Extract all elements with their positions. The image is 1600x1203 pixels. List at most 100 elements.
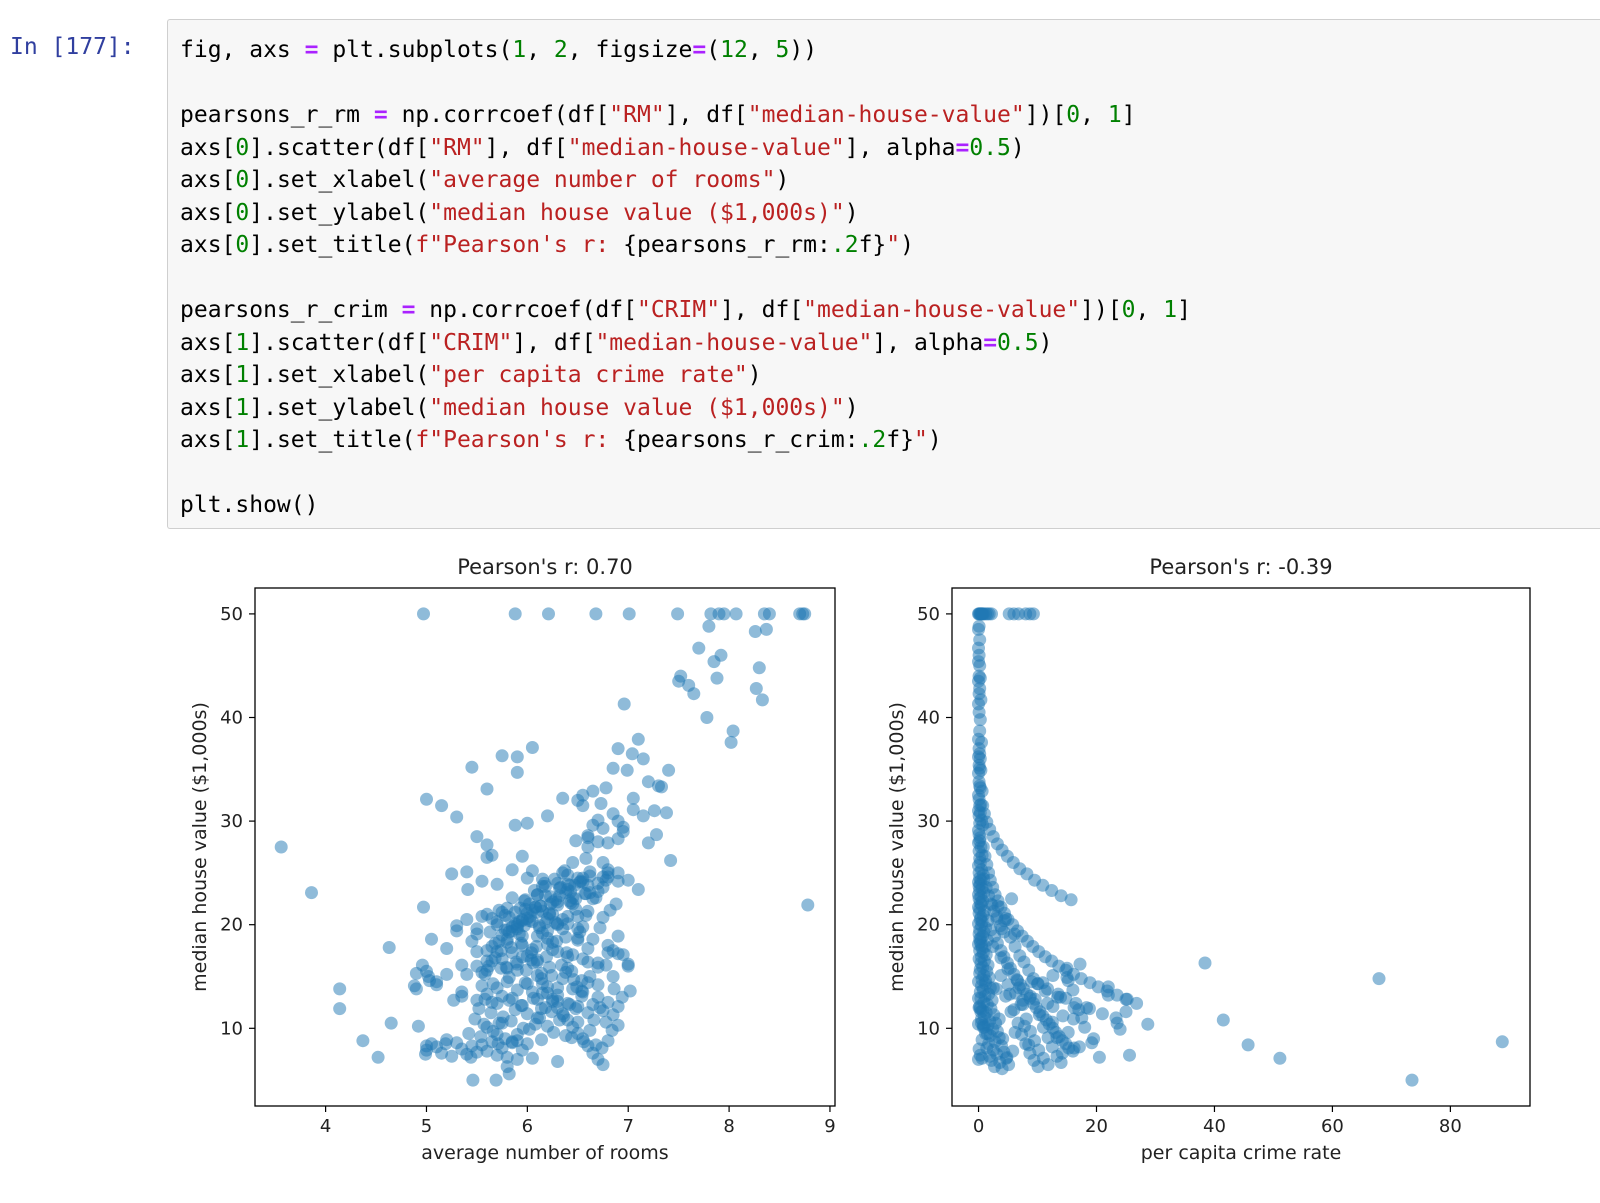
code-token: fig, axs	[180, 37, 305, 63]
chart1-point	[510, 1034, 524, 1048]
chart2-point	[1130, 996, 1144, 1010]
code-token: axs[	[180, 232, 236, 258]
chart1-point	[551, 898, 565, 912]
chart1-point	[495, 749, 509, 763]
chart2-point	[1109, 1011, 1123, 1025]
chart1-axes-frame	[254, 587, 836, 1107]
chart1-point	[530, 905, 544, 919]
chart1-point	[626, 791, 640, 805]
chart1-point	[660, 806, 673, 820]
chart1-point	[411, 1019, 425, 1033]
chart1-point	[382, 941, 396, 954]
code-token: plt.show()	[180, 492, 319, 518]
chart1-xlabel: average number of rooms	[421, 1142, 668, 1164]
chart1-point	[440, 942, 454, 955]
chart2-xtick-label: 0	[973, 1116, 984, 1137]
chart1-point	[609, 897, 623, 911]
chart1-point	[674, 669, 688, 683]
code-token: 1	[1163, 297, 1178, 323]
chart1-point	[621, 959, 635, 973]
chart1-point	[510, 963, 524, 977]
chart1-point	[569, 1002, 583, 1016]
chart1-point	[417, 900, 430, 914]
code-token: "median-house-value"	[803, 297, 1081, 323]
chart2-point	[1054, 889, 1068, 903]
chart2-xtick-label: 20	[1085, 1116, 1108, 1137]
code-token: {pearsons_r_crim:	[623, 427, 859, 453]
chart1-point	[500, 901, 514, 915]
chart1-point	[384, 1016, 398, 1030]
code-token: 1	[235, 329, 250, 356]
chart1-point	[409, 982, 423, 996]
code-token: ], df[	[512, 329, 596, 356]
chart1-point	[692, 641, 706, 655]
code-token: "CRIM"	[636, 297, 721, 323]
code-token: ,	[747, 37, 776, 63]
chart2-point	[973, 713, 987, 727]
code-line: pearsons_r_crim = np.corrcoef(df["CRIM"]…	[180, 294, 1191, 327]
chart1-point	[593, 1001, 607, 1015]
chart1-point	[485, 954, 499, 968]
chart1-point	[591, 990, 605, 1004]
chart1-point	[525, 741, 539, 754]
chart2-xtick-label: 60	[1321, 1116, 1344, 1137]
chart1-point	[536, 879, 549, 893]
code-token: pearsons_r_rm	[180, 102, 374, 128]
chart1-point	[611, 814, 625, 828]
code-token: axs[	[180, 394, 236, 421]
chart1-point	[579, 851, 593, 865]
chart2-point	[1011, 1016, 1025, 1030]
chart2-ytick-label: 50	[917, 604, 940, 625]
code-token: ].set_ylabel(	[249, 394, 430, 421]
chart1-point	[480, 782, 494, 796]
code-token: )	[844, 199, 859, 226]
chart1-point	[589, 607, 603, 621]
chart1-point	[460, 865, 474, 879]
chart2-point	[992, 1012, 1006, 1026]
chart1-ytick-label: 30	[220, 811, 243, 832]
chart1-point	[470, 945, 484, 959]
code-token: "RM"	[609, 102, 665, 128]
chart1-point	[465, 760, 479, 774]
code-token: np.corrcoef(df[	[415, 297, 637, 323]
code-cell-input[interactable]: fig, axs = plt.subplots(1, 2, figsize=(1…	[167, 19, 1600, 529]
chart1-point	[558, 864, 572, 878]
code-token: "per capita crime rate"	[429, 362, 748, 388]
code-token: f"Pearson's r:	[415, 427, 624, 453]
code-token: =	[955, 134, 970, 161]
code-token: )	[927, 427, 942, 453]
chart2-point	[986, 981, 1000, 995]
chart2-ytick-label: 30	[917, 811, 940, 832]
code-line: axs[1].set_xlabel("per capita crime rate…	[180, 359, 1191, 392]
code-token: f}	[858, 232, 887, 258]
code-token: , figsize	[567, 37, 693, 63]
chart2-point	[973, 659, 987, 673]
code-line: pearsons_r_rm = np.corrcoef(df["RM"], df…	[180, 99, 1191, 132]
chart1-point	[616, 825, 630, 838]
chart1-point	[749, 682, 763, 695]
code-token: axs[	[180, 134, 236, 161]
code-token: 0	[235, 199, 250, 226]
code-token: "average number of rooms"	[429, 167, 776, 193]
chart2-point	[1007, 1003, 1021, 1017]
code-token: ].set_ylabel(	[249, 199, 430, 226]
code-token: ], alpha	[872, 329, 984, 356]
chart2-ytick-label: 40	[917, 708, 940, 729]
chart1-point	[450, 810, 464, 824]
chart2-axes-frame	[951, 587, 1531, 1107]
chart1-point	[505, 863, 519, 877]
code-editor[interactable]: fig, axs = plt.subplots(1, 2, figsize=(1…	[180, 34, 1191, 522]
chart1-point	[489, 1073, 503, 1087]
chart2-point	[1273, 1051, 1287, 1065]
chart1-point	[575, 989, 589, 1003]
code-line: axs[0].set_title(f"Pearson's r: {pearson…	[180, 229, 1191, 262]
chart1-point	[450, 919, 464, 933]
chart1-point	[561, 961, 575, 975]
chart1-point	[724, 735, 738, 749]
chart1-xtick-label: 7	[622, 1116, 633, 1137]
chart1-point	[490, 1028, 504, 1041]
chart1-point	[445, 1049, 459, 1063]
code-token: ,	[1135, 297, 1164, 323]
chart1-point	[520, 1037, 534, 1051]
